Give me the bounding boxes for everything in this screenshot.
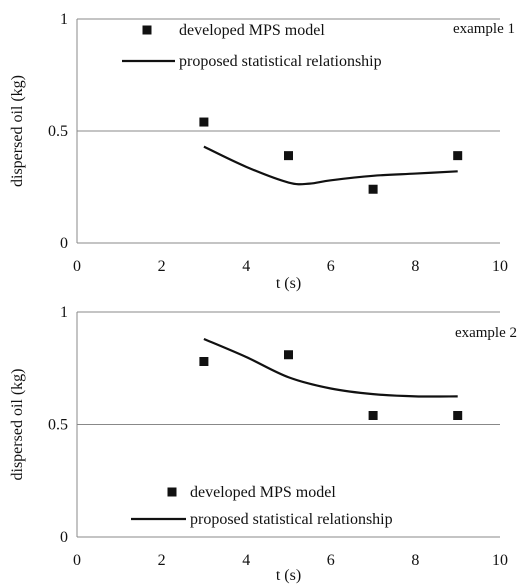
x-tick-label: 10 xyxy=(492,552,508,569)
y-tick-label: 0 xyxy=(60,235,68,252)
series-line-2 xyxy=(203,145,458,186)
legend-entry-label: developed MPS model xyxy=(179,22,325,39)
x-tick-label: 0 xyxy=(73,552,81,569)
x-tick-label: 4 xyxy=(242,552,250,569)
data-point-marker xyxy=(453,411,463,420)
legend-marker-swatch xyxy=(142,25,152,35)
legend: developed MPS model proposed statistical … xyxy=(122,22,382,70)
data-point-marker xyxy=(284,350,293,360)
legend-marker-swatch xyxy=(167,487,177,497)
x-tick-label: 8 xyxy=(411,258,419,275)
y-tick-label: 0 xyxy=(60,529,68,546)
x-tick-label: 6 xyxy=(327,258,335,275)
x-tick-label: 4 xyxy=(242,258,250,275)
y-axis-title: dispersed oil (kg) xyxy=(9,75,26,187)
legend-entry-label: proposed statistical relationship xyxy=(179,53,382,70)
x-tick-label: 2 xyxy=(158,258,166,275)
x-axis-title: t (s) xyxy=(276,567,301,584)
data-point-marker xyxy=(284,151,293,161)
panel-label: example 2 xyxy=(455,325,517,341)
legend-entry-label: proposed statistical relationship xyxy=(190,511,393,528)
y-axis-title: dispersed oil (kg) xyxy=(9,369,26,481)
x-tick-label: 10 xyxy=(492,258,508,275)
series-line-2 xyxy=(203,337,458,398)
x-axis-title: t (s) xyxy=(276,275,301,292)
legend-entry-label: developed MPS model xyxy=(190,484,336,501)
y-tick-label: 1 xyxy=(60,304,68,321)
y-tick-label: 1 xyxy=(60,11,68,28)
x-tick-label: 8 xyxy=(411,552,419,569)
x-tick-label: 6 xyxy=(327,552,335,569)
data-point-marker xyxy=(453,151,463,161)
data-point-marker xyxy=(199,357,209,366)
data-point-marker xyxy=(368,411,378,420)
x-tick-label: 0 xyxy=(73,258,81,275)
panel-label: example 1 xyxy=(453,21,515,37)
y-tick-label: 0.5 xyxy=(48,123,68,140)
legend: developed MPS model proposed statistical … xyxy=(131,484,393,528)
chart-panel-2: 00.510 2 4 6 8 10t (s)dispersed oil (kg)examp… xyxy=(9,304,517,584)
x-tick-label: 2 xyxy=(158,552,166,569)
data-point-marker xyxy=(368,184,378,194)
data-point-marker xyxy=(199,117,209,127)
y-tick-label: 0.5 xyxy=(48,417,68,434)
chart-panel-1: 00.510 2 4 6 8 10t (s)dispersed oil (kg)examp… xyxy=(9,11,515,292)
